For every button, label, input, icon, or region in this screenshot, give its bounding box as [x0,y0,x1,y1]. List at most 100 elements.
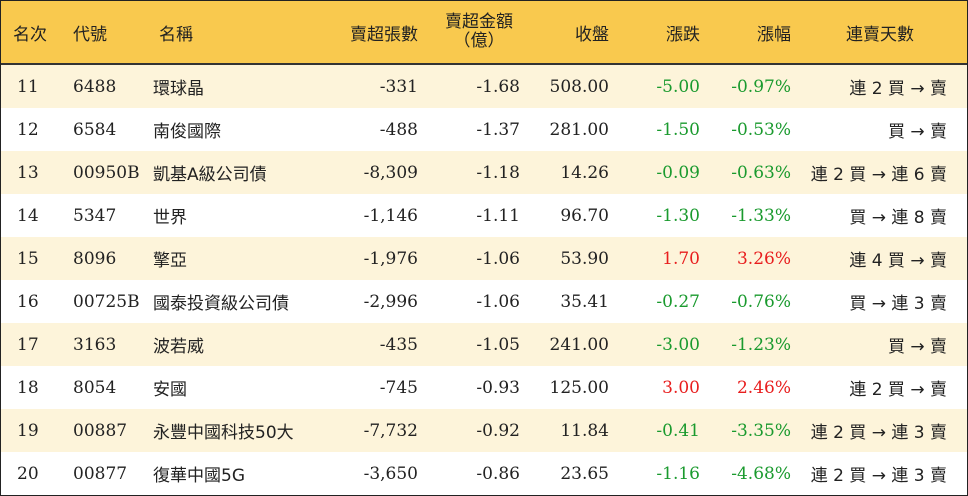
table-row[interactable]: 18 8054 安國 -745 -0.93 125.00 3.00 2.46% … [1,366,967,409]
header-change[interactable]: 漲跌 [666,24,700,45]
code-cell: 00950B [73,162,140,183]
header-pct-change[interactable]: 漲幅 [757,24,791,45]
name-cell: 波若威 [153,337,204,357]
shares-cell: -2,996 [363,291,418,312]
change-cell: -5.00 [656,76,700,97]
shares-cell: -1,146 [363,205,418,226]
header-close[interactable]: 收盤 [575,24,609,45]
header-net-sell-amount-line1: 賣超金額 [445,12,513,32]
shares-cell: -8,309 [363,162,418,183]
change-cell: -0.27 [656,291,700,312]
amount-cell: -1.18 [476,162,520,183]
pct-change-cell: -4.68% [731,463,791,484]
table-row[interactable]: 12 6584 南俊國際 -488 -1.37 281.00 -1.50 -0.… [1,108,967,151]
close-cell: 125.00 [549,377,609,398]
table-row[interactable]: 11 6488 環球晶 -331 -1.68 508.00 -5.00 -0.9… [1,65,967,108]
name-cell: 凱基A級公司債 [153,165,267,185]
close-cell: 53.90 [560,248,609,269]
code-cell: 6584 [73,119,117,140]
change-cell: -1.50 [656,119,700,140]
pct-change-cell: -0.97% [731,76,791,97]
code-cell: 3163 [73,334,117,355]
change-cell: -3.00 [656,334,700,355]
name-cell: 世界 [153,208,187,228]
pct-change-cell: -1.23% [731,334,791,355]
consecutive-days-cell: 買 → 連 3 賣 [849,294,947,314]
table-row[interactable]: 15 8096 擎亞 -1,976 -1.06 53.90 1.70 3.26%… [1,237,967,280]
change-cell: 3.00 [662,377,700,398]
pct-change-cell: 3.26% [736,248,791,269]
amount-cell: -1.06 [476,291,520,312]
shares-cell: -745 [379,377,418,398]
consecutive-days-cell: 買 → 賣 [887,122,947,142]
code-cell: 00877 [73,463,128,484]
amount-cell: -1.11 [476,205,520,226]
code-cell: 00887 [73,420,128,441]
name-cell: 國泰投資級公司債 [153,294,289,314]
name-cell: 安國 [153,380,187,400]
close-cell: 508.00 [549,76,609,97]
pct-change-cell: -0.63% [731,162,791,183]
rank-cell: 12 [17,119,39,140]
amount-cell: -0.86 [476,463,520,484]
shares-cell: -7,732 [363,420,418,441]
header-net-sell-amount[interactable]: 賣超金額 （億） [418,13,520,51]
close-cell: 14.26 [560,162,609,183]
table-header: 名次 代號 名稱 賣超張數 賣超金額 （億） 收盤 漲跌 漲幅 連賣天數 [1,1,967,65]
rank-cell: 18 [17,377,39,398]
close-cell: 35.41 [560,291,609,312]
consecutive-days-cell: 連 2 買 → 賣 [849,380,947,400]
header-name[interactable]: 名稱 [159,24,193,45]
shares-cell: -3,650 [363,463,418,484]
rank-cell: 17 [17,334,39,355]
shares-cell: -488 [379,119,418,140]
table-row[interactable]: 20 00877 復華中國5G -3,650 -0.86 23.65 -1.16… [1,452,967,495]
pct-change-cell: -0.53% [731,119,791,140]
rank-cell: 19 [17,420,39,441]
rank-cell: 20 [17,463,39,484]
pct-change-cell: -1.33% [731,205,791,226]
consecutive-days-cell: 連 2 買 → 賣 [849,79,947,99]
code-cell: 00725B [73,291,140,312]
header-code[interactable]: 代號 [73,24,107,45]
change-cell: 1.70 [662,248,700,269]
rank-cell: 16 [17,291,39,312]
close-cell: 96.70 [560,205,609,226]
table-row[interactable]: 16 00725B 國泰投資級公司債 -2,996 -1.06 35.41 -0… [1,280,967,323]
code-cell: 6488 [73,76,117,97]
table-row[interactable]: 19 00887 永豐中國科技50大 -7,732 -0.92 11.84 -0… [1,409,967,452]
table-row[interactable]: 13 00950B 凱基A級公司債 -8,309 -1.18 14.26 -0.… [1,151,967,194]
rank-cell: 14 [17,205,39,226]
name-cell: 永豐中國科技50大 [153,423,294,443]
shares-cell: -331 [379,76,418,97]
shares-cell: -1,976 [363,248,418,269]
consecutive-days-cell: 連 2 買 → 連 3 賣 [810,423,947,443]
header-rank[interactable]: 名次 [13,24,47,45]
header-consecutive-days[interactable]: 連賣天數 [846,24,914,45]
rank-cell: 15 [17,248,39,269]
table-body: 11 6488 環球晶 -331 -1.68 508.00 -5.00 -0.9… [1,65,967,495]
pct-change-cell: -0.76% [731,291,791,312]
name-cell: 擎亞 [153,251,187,271]
pct-change-cell: 2.46% [736,377,791,398]
code-cell: 8054 [73,377,117,398]
consecutive-days-cell: 連 2 買 → 連 3 賣 [810,466,947,486]
change-cell: -0.09 [656,162,700,183]
close-cell: 241.00 [549,334,609,355]
consecutive-days-cell: 買 → 連 8 賣 [849,208,947,228]
amount-cell: -1.37 [476,119,520,140]
change-cell: -0.41 [656,420,700,441]
code-cell: 5347 [73,205,117,226]
amount-cell: -1.05 [476,334,520,355]
amount-cell: -1.68 [476,76,520,97]
amount-cell: -0.92 [476,420,520,441]
name-cell: 南俊國際 [153,122,221,142]
consecutive-days-cell: 買 → 賣 [887,337,947,357]
table-row[interactable]: 17 3163 波若威 -435 -1.05 241.00 -3.00 -1.2… [1,323,967,366]
table-row[interactable]: 14 5347 世界 -1,146 -1.11 96.70 -1.30 -1.3… [1,194,967,237]
header-net-sell-shares[interactable]: 賣超張數 [350,24,418,45]
close-cell: 281.00 [549,119,609,140]
close-cell: 11.84 [560,420,609,441]
name-cell: 復華中國5G [153,466,245,486]
